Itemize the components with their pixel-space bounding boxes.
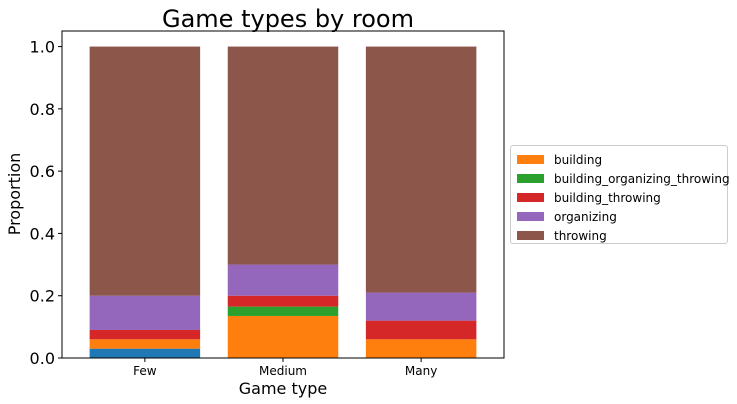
bar-segment-organizing-medium (227, 264, 339, 296)
y-tick-label: 1.0 (30, 38, 55, 57)
y-tick-label: 0.4 (30, 224, 55, 243)
bar-segment-building-many (365, 339, 477, 358)
bar-segment-organizing-many (365, 292, 477, 321)
bar-segment-throwing-medium (227, 46, 339, 265)
bar-segment-building_throwing-medium (227, 295, 339, 307)
legend-label: throwing (554, 228, 607, 243)
y-tick-label: 0.6 (30, 162, 55, 181)
legend-label: building_organizing_throwing (554, 171, 730, 186)
legend-swatch (517, 155, 544, 164)
legend-swatch (517, 231, 544, 240)
bar-segment-building_throwing-many (365, 320, 477, 340)
bar-segment-throwing-many (365, 46, 477, 293)
legend-item: organizing (517, 207, 727, 226)
legend-swatch (517, 174, 544, 183)
x-tick-label: Medium (259, 364, 307, 378)
y-tick-label: 0.0 (30, 349, 55, 368)
y-tick-label: 0.2 (30, 287, 55, 306)
bar-segment-throwing-few (89, 46, 201, 296)
bar-segment-building-few (89, 339, 201, 349)
x-tick-label: Few (133, 364, 157, 378)
x-tick-label: Many (405, 364, 437, 378)
legend-label: organizing (554, 209, 617, 224)
bar-segment-building_organizing_throwing-medium (227, 306, 339, 316)
legend-item: building_throwing (517, 188, 727, 207)
legend-swatch (517, 212, 544, 221)
chart-title: Game types by room (162, 5, 414, 33)
y-axis-label: Proportion (5, 153, 24, 236)
legend-swatch (517, 193, 544, 202)
y-tick-label: 0.8 (30, 100, 55, 119)
legend-item: building_organizing_throwing (517, 169, 730, 188)
x-axis-label: Game type (239, 379, 327, 398)
bar-segment-series-0-few (89, 348, 201, 358)
bar-segment-building-medium (227, 315, 339, 358)
legend-item: building (517, 150, 727, 169)
legend-label: building (554, 152, 603, 167)
bar-segment-building_throwing-few (89, 329, 201, 340)
bar-segment-organizing-few (89, 295, 201, 330)
legend-label: building_throwing (554, 190, 661, 205)
legend-item: throwing (517, 226, 727, 245)
